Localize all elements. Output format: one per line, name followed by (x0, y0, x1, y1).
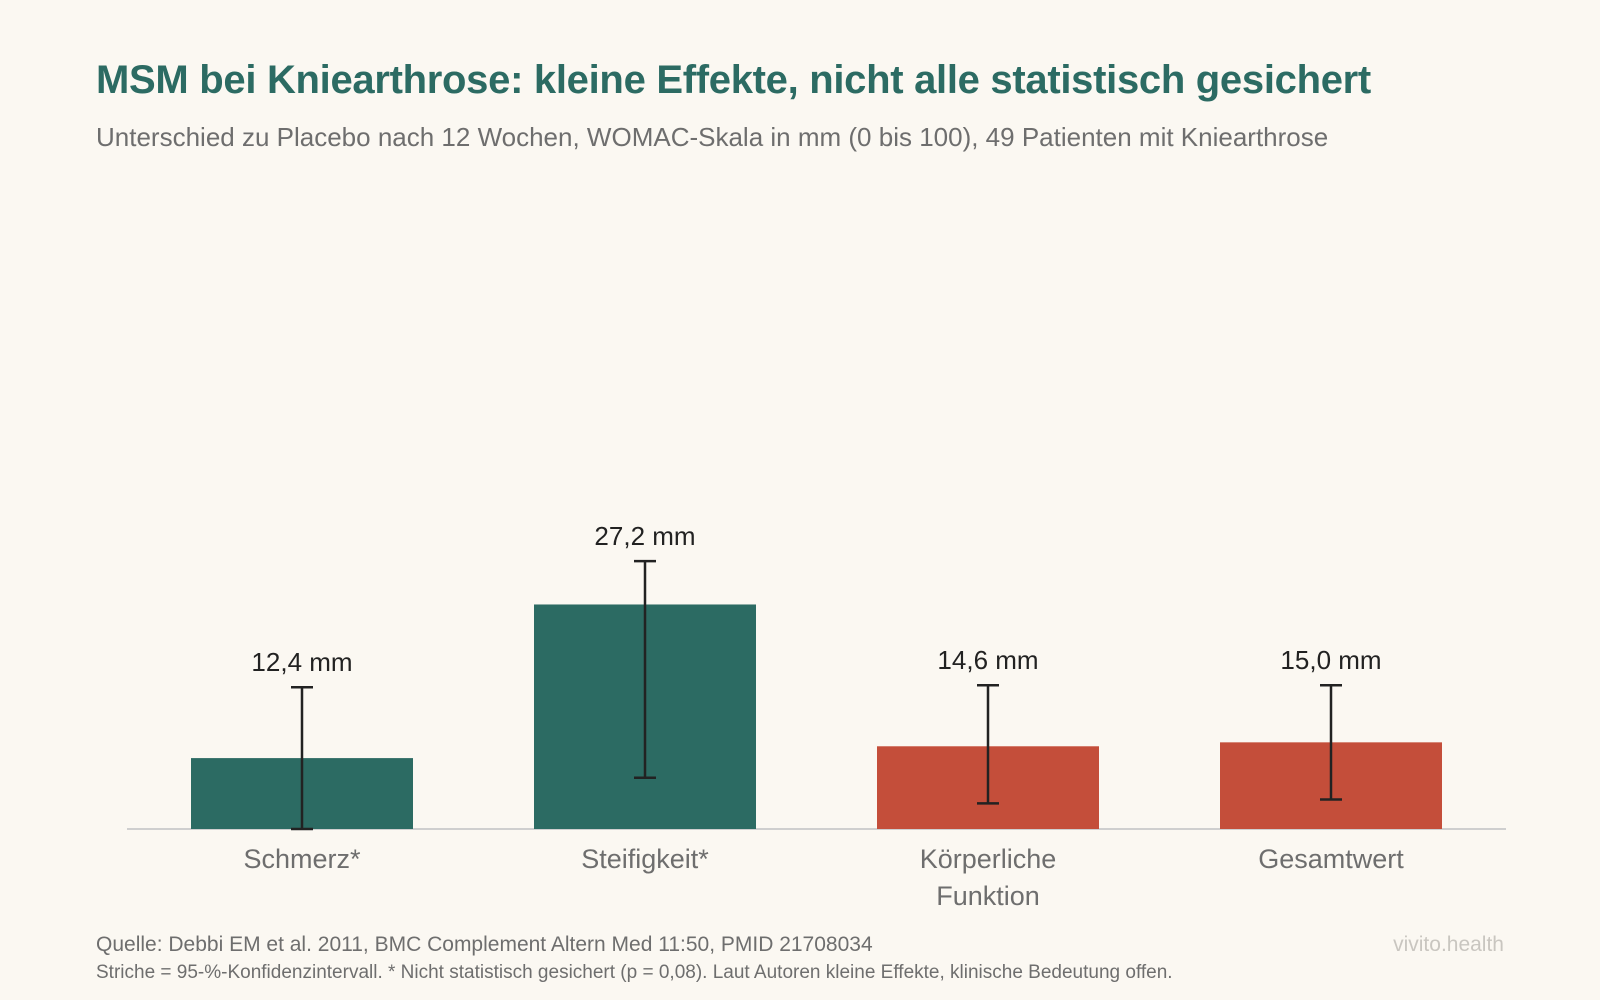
category-label: Funktion (936, 881, 1040, 911)
source-note: Quelle: Debbi EM et al. 2011, BMC Comple… (96, 933, 873, 956)
category-label: Schmerz* (243, 844, 361, 874)
category-label: Gesamtwert (1258, 844, 1404, 874)
brand-label: vivito.health (1393, 933, 1504, 956)
chart-subtitle: Unterschied zu Placebo nach 12 Wochen, W… (96, 122, 1329, 152)
value-label: 14,6 mm (937, 645, 1038, 675)
category-label: Körperliche (920, 844, 1057, 874)
value-label: 27,2 mm (594, 521, 695, 551)
chart-title: MSM bei Kniearthrose: kleine Effekte, ni… (96, 58, 1371, 102)
value-label: 15,0 mm (1280, 645, 1381, 675)
footnote: Striche = 95-%-Konfidenzintervall. * Nic… (96, 962, 1173, 983)
category-label: Steifigkeit* (581, 844, 709, 874)
value-label: 12,4 mm (251, 647, 352, 677)
